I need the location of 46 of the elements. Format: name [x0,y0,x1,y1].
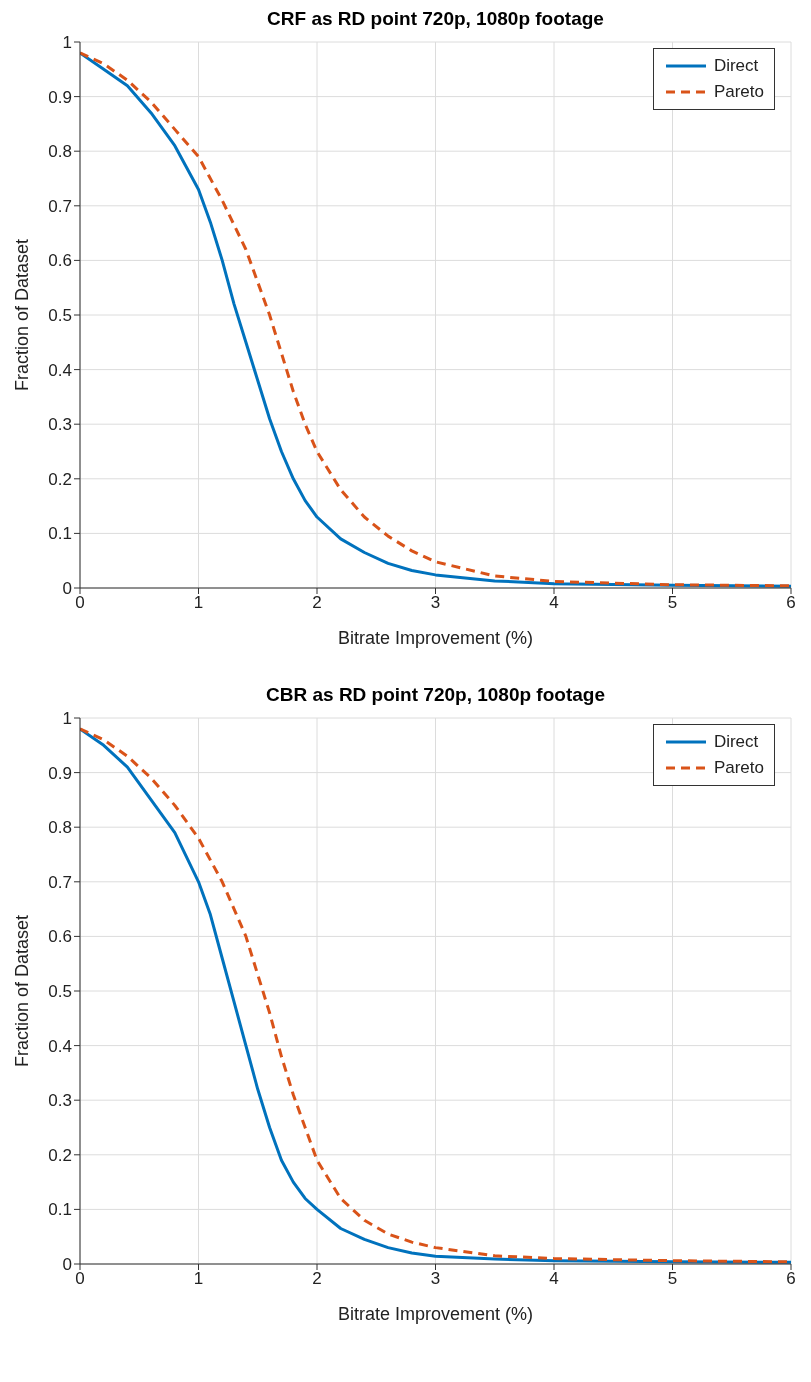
y-tick-label: 0.5 [48,982,72,1002]
x-axis-title: Bitrate Improvement (%) [337,1304,534,1324]
x-tick-label: 5 [667,1269,678,1289]
x-tick-label: 6 [786,1269,796,1289]
y-tick-label: 1 [62,709,72,729]
y-tick-label: 0.1 [48,524,72,544]
y-tick-label: 0.8 [48,818,72,838]
x-tick-label: 6 [786,593,796,613]
y-tick-label: 0 [62,579,72,599]
y-tick-label: 0.6 [48,251,72,271]
legend-label: Direct [713,732,759,752]
y-axis-title: Fraction of Dataset [12,914,33,1068]
legend-label: Direct [713,56,759,76]
x-tick-label: 2 [312,593,322,613]
x-tick-label: 0 [75,593,85,613]
legend-label: Pareto [713,758,764,778]
y-tick-label: 0.4 [48,1036,72,1056]
x-tick-label: 1 [193,1269,204,1289]
y-tick-label: 1 [62,33,72,53]
legend-label: Pareto [713,82,764,102]
y-tick-label: 0.9 [48,87,72,107]
y-tick-label: 0.5 [48,306,72,326]
x-tick-label: 2 [312,1269,322,1289]
chart-title: CBR as RD point 720p, 1080p footage [265,684,606,707]
y-tick-label: 0.7 [48,196,72,216]
x-tick-label: 4 [549,593,559,613]
y-tick-label: 0.9 [48,763,72,783]
y-tick-label: 0.2 [48,1145,72,1165]
x-tick-label: 0 [75,1269,85,1289]
x-tick-label: 1 [193,593,204,613]
y-tick-label: 0.3 [48,415,72,435]
x-tick-label: 3 [430,1269,441,1289]
y-tick-label: 0 [62,1255,72,1275]
y-tick-label: 0.2 [48,469,72,489]
x-tick-label: 3 [430,593,441,613]
y-tick-label: 0.6 [48,927,72,947]
x-tick-label: 5 [667,593,678,613]
x-axis-title: Bitrate Improvement (%) [337,628,534,648]
x-tick-label: 4 [549,1269,559,1289]
y-tick-label: 0.8 [48,142,72,162]
y-tick-label: 0.3 [48,1091,72,1111]
y-tick-label: 0.1 [48,1200,72,1220]
y-tick-label: 0.7 [48,872,72,892]
y-tick-label: 0.4 [48,360,72,380]
chart-title: CRF as RD point 720p, 1080p footage [266,8,605,31]
y-axis-title: Fraction of Dataset [12,238,33,392]
